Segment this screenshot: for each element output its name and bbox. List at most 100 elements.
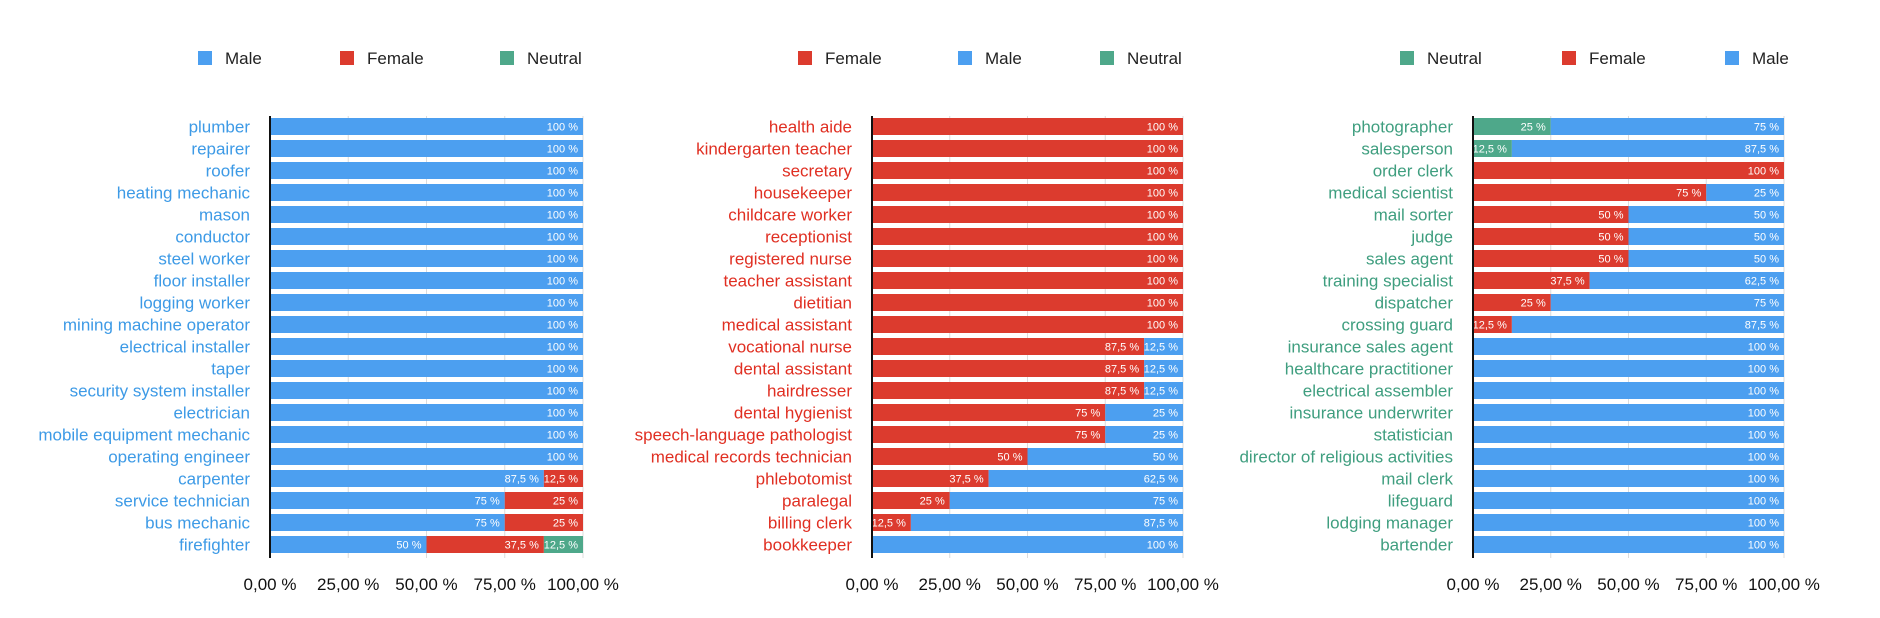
category-label: judge	[1410, 228, 1453, 247]
data-label: 100 %	[1748, 430, 1779, 442]
category-label: healthcare practitioner	[1285, 360, 1454, 379]
data-label: 87,5 %	[505, 474, 539, 486]
legend-swatch-female	[1562, 51, 1576, 65]
data-label: 100 %	[547, 188, 578, 200]
category-label: health aide	[769, 118, 852, 137]
legend-swatch-female	[340, 51, 354, 65]
bar-segment-male	[988, 470, 1183, 487]
bar-segment-female	[1473, 184, 1707, 201]
bar-segment-female	[872, 492, 950, 509]
data-label: 75 %	[475, 518, 500, 530]
data-label: 37,5 %	[949, 474, 983, 486]
data-label: 100 %	[1748, 342, 1779, 354]
bar-segment-female	[872, 448, 1028, 465]
bar-segment-male	[270, 360, 583, 377]
data-label: 50 %	[1754, 232, 1779, 244]
data-label: 87,5 %	[1144, 518, 1178, 530]
bar-segment-female	[872, 294, 1183, 311]
x-tick-label: 50,00 %	[1597, 575, 1659, 594]
legend-label-neutral: Neutral	[1427, 49, 1482, 68]
bar-segment-female	[872, 426, 1106, 443]
bar-segment-male	[1473, 514, 1784, 531]
data-label: 100 %	[1147, 210, 1178, 222]
data-label: 25 %	[1521, 122, 1546, 134]
category-label: photographer	[1352, 118, 1453, 137]
data-label: 87,5 %	[1105, 364, 1139, 376]
bar-segment-male	[270, 316, 583, 333]
data-label: 100 %	[547, 166, 578, 178]
chart-panel-1: Male Female Neutral 100 % plumber 100 % repair…	[38, 49, 619, 594]
bar-segment-male	[270, 118, 583, 135]
category-label: heating mechanic	[117, 184, 251, 203]
bar-segment-male	[1628, 250, 1784, 267]
category-label: mobile equipment mechanic	[38, 426, 250, 445]
data-label: 100 %	[1147, 540, 1178, 552]
data-label: 50 %	[1598, 210, 1623, 222]
x-tick-label: 25,00 %	[919, 575, 981, 594]
category-label: kindergarten teacher	[696, 140, 852, 159]
category-label: teacher assistant	[723, 272, 852, 291]
bar-segment-female	[872, 514, 911, 531]
category-label: steel worker	[158, 250, 250, 269]
data-label: 100 %	[547, 342, 578, 354]
category-label: registered nurse	[729, 250, 852, 269]
category-label: firefighter	[179, 536, 250, 555]
data-label: 100 %	[547, 210, 578, 222]
category-label: vocational nurse	[728, 338, 852, 357]
x-tick-label: 0,00 %	[244, 575, 297, 594]
category-label: bartender	[1380, 536, 1453, 555]
legend-label-neutral: Neutral	[1127, 49, 1182, 68]
legend-label-male: Male	[225, 49, 262, 68]
data-label: 25 %	[553, 518, 578, 530]
bar-segment-female	[872, 228, 1183, 245]
data-label: 100 %	[1147, 298, 1178, 310]
legend-swatch-neutral	[1400, 51, 1414, 65]
category-label: conductor	[175, 228, 250, 247]
category-label: salesperson	[1361, 140, 1453, 159]
data-label: 12,5 %	[1144, 386, 1178, 398]
data-label: 25 %	[1153, 408, 1178, 420]
data-label: 100 %	[547, 144, 578, 156]
data-label: 100 %	[547, 430, 578, 442]
category-label: dental hygienist	[734, 404, 852, 423]
data-label: 75 %	[1075, 430, 1100, 442]
data-label: 100 %	[1748, 386, 1779, 398]
legend-swatch-male	[1725, 51, 1739, 65]
data-label: 75 %	[1075, 408, 1100, 420]
bar-segment-female	[872, 316, 1183, 333]
data-label: 50 %	[1598, 254, 1623, 266]
category-label: speech-language pathologist	[635, 426, 853, 445]
data-label: 12,5 %	[1473, 144, 1507, 156]
bar-segment-female	[872, 382, 1145, 399]
data-label: 100 %	[1748, 408, 1779, 420]
bar-segment-male	[270, 140, 583, 157]
bar-segment-neutral	[1473, 118, 1551, 135]
category-label: childcare worker	[728, 206, 852, 225]
category-label: medical scientist	[1328, 184, 1453, 203]
legend-label-female: Female	[367, 49, 424, 68]
category-label: mining machine operator	[63, 316, 250, 335]
data-label: 12,5 %	[1473, 320, 1507, 332]
bar-segment-male	[270, 162, 583, 179]
bar-segment-female	[872, 206, 1183, 223]
data-label: 100 %	[547, 276, 578, 288]
bar-segment-female	[872, 272, 1183, 289]
category-label: logging worker	[139, 294, 250, 313]
bar-segment-male	[872, 536, 1183, 553]
bar-segment-female	[872, 250, 1183, 267]
category-label: secretary	[782, 162, 852, 181]
legend-swatch-male	[958, 51, 972, 65]
legend-label-female: Female	[825, 49, 882, 68]
bar-segment-male	[1589, 272, 1784, 289]
x-tick-label: 75,00 %	[474, 575, 536, 594]
legend-label-neutral: Neutral	[527, 49, 582, 68]
bar-segment-male	[270, 448, 583, 465]
category-label: taper	[211, 360, 250, 379]
data-label: 100 %	[1748, 452, 1779, 464]
data-label: 100 %	[547, 298, 578, 310]
bar-segment-male	[270, 536, 427, 553]
category-label: paralegal	[782, 492, 852, 511]
data-label: 12,5 %	[544, 474, 578, 486]
bar-segment-male	[270, 470, 544, 487]
bar-segment-male	[270, 426, 583, 443]
